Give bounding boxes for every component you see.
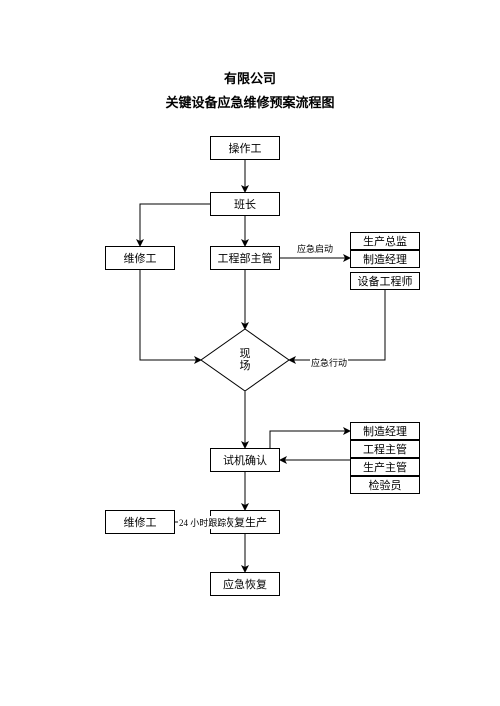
node-mfg-mgr-2-label: 制造经理 — [363, 423, 407, 439]
node-inspector-label: 检验员 — [369, 477, 402, 493]
edge-label-emerg-start: 应急启动 — [296, 242, 334, 255]
node-mfg-mgr-1: 制造经理 — [350, 250, 420, 268]
edge-label-track-24h: 24 小时跟踪 — [178, 516, 227, 529]
node-team-leader: 班长 — [210, 192, 280, 216]
node-trial-confirm: 试机确认 — [210, 448, 280, 472]
arrow-trialConfirm-to-stack2top — [270, 431, 350, 448]
title-line-2: 关键设备应急维修预案流程图 — [0, 92, 500, 111]
node-maintainer-top-label: 维修工 — [124, 250, 157, 266]
node-operator-label: 操作工 — [229, 140, 262, 156]
node-maintainer-bot-label: 维修工 — [124, 514, 157, 530]
node-equip-eng: 设备工程师 — [350, 272, 420, 290]
node-maintainer-top: 维修工 — [105, 246, 175, 270]
node-prod-sup-label: 生产主管 — [363, 459, 407, 475]
node-eng-supervisor: 工程部主管 — [210, 246, 280, 270]
node-eng-supervisor-label: 工程部主管 — [218, 250, 273, 266]
node-emerg-recover-label: 应急恢复 — [223, 576, 267, 592]
node-resume-prod-label: 恢复生产 — [223, 514, 267, 530]
node-operator: 操作工 — [210, 136, 280, 160]
node-maintainer-bot: 维修工 — [105, 510, 175, 534]
node-mfg-mgr-2: 制造经理 — [350, 422, 420, 440]
flowchart-canvas: 有限公司 关键设备应急维修预案流程图 操作工 班长 维修工 工程部主管 生产总监… — [0, 0, 500, 706]
node-prod-director-label: 生产总监 — [363, 233, 407, 249]
node-equip-eng-label: 设备工程师 — [358, 273, 413, 289]
node-trial-confirm-label: 试机确认 — [223, 452, 267, 468]
arrow-maintainerTop-to-site — [140, 270, 201, 360]
node-emerg-recover: 应急恢复 — [210, 572, 280, 596]
node-team-leader-label: 班长 — [234, 196, 256, 212]
arrow-teamLeader-to-maintainerTop — [140, 204, 210, 246]
edge-label-emerg-action: 应急行动 — [310, 356, 348, 369]
title-line-1: 有限公司 — [0, 68, 500, 87]
node-mfg-mgr-1-label: 制造经理 — [363, 251, 407, 267]
arrow-stack1-to-site — [289, 290, 385, 360]
node-eng-sup-2-label: 工程主管 — [363, 441, 407, 457]
node-site: 现场 — [201, 329, 289, 391]
node-eng-sup-2: 工程主管 — [350, 440, 420, 458]
node-prod-director: 生产总监 — [350, 232, 420, 250]
node-prod-sup: 生产主管 — [350, 458, 420, 476]
node-inspector: 检验员 — [350, 476, 420, 494]
